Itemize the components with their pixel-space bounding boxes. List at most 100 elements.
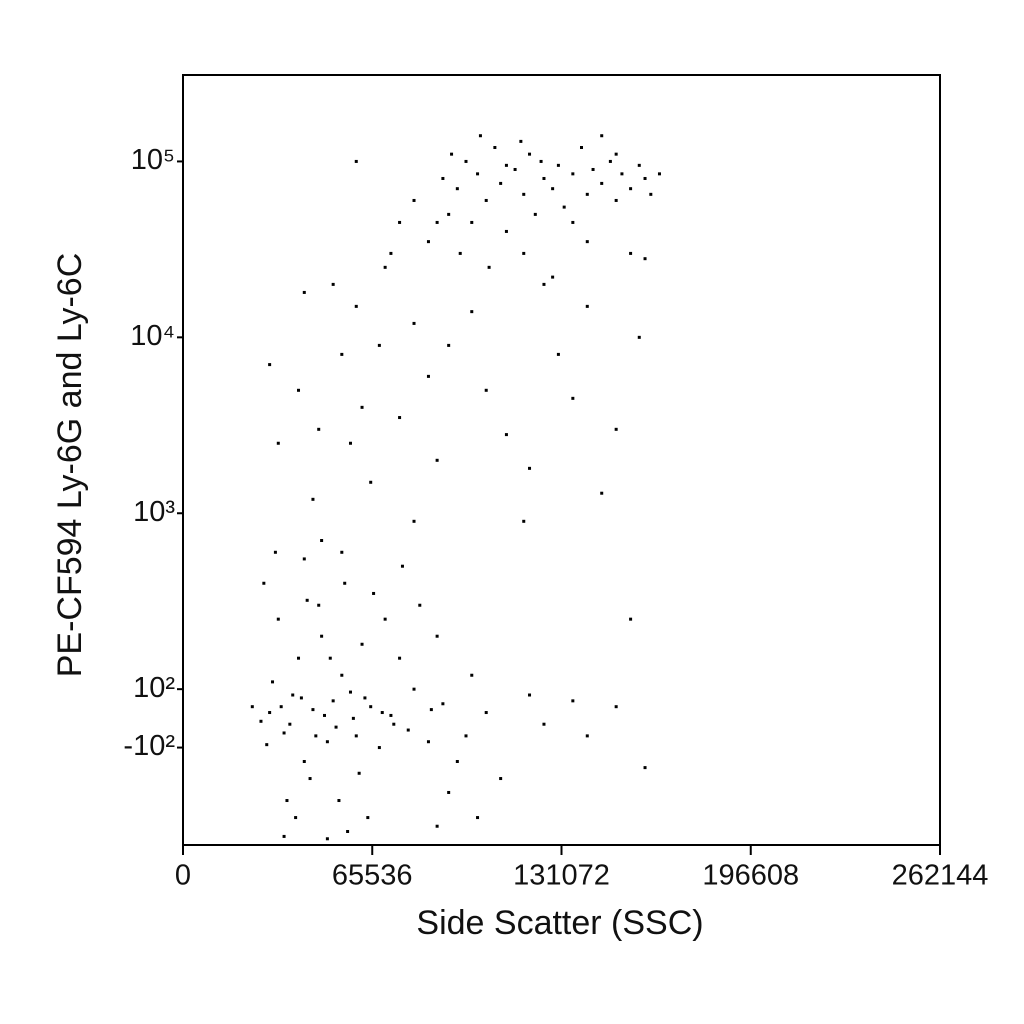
data-point xyxy=(585,240,589,244)
data-point xyxy=(643,766,647,770)
data-point xyxy=(522,519,526,523)
data-point xyxy=(426,374,430,378)
data-point xyxy=(528,693,532,697)
data-point xyxy=(354,159,358,163)
data-point xyxy=(322,713,326,717)
data-point xyxy=(328,656,332,660)
data-point xyxy=(360,642,364,646)
y-tick-label: 10⁴ xyxy=(130,320,175,352)
data-point xyxy=(282,834,286,838)
data-point xyxy=(265,743,269,747)
data-point xyxy=(268,711,272,715)
data-point xyxy=(484,198,488,202)
data-point xyxy=(487,265,491,269)
data-point xyxy=(629,617,633,621)
data-point xyxy=(363,696,367,700)
data-point xyxy=(476,816,480,820)
x-axis-title: Side Scatter (SSC) xyxy=(416,904,703,942)
data-point xyxy=(470,310,474,314)
data-point xyxy=(412,519,416,523)
data-point xyxy=(383,265,387,269)
data-point xyxy=(542,722,546,726)
data-point xyxy=(580,146,584,150)
data-point xyxy=(412,687,416,691)
data-point xyxy=(317,603,321,607)
data-point xyxy=(426,740,430,744)
data-point xyxy=(539,159,543,163)
data-point xyxy=(288,722,292,726)
y-tick-label: 10³ xyxy=(133,496,175,528)
x-tick-label: 0 xyxy=(175,860,191,892)
data-point xyxy=(308,777,312,781)
data-point xyxy=(600,491,604,495)
y-tick-label: 10² xyxy=(133,672,175,704)
data-point xyxy=(311,497,315,501)
data-point xyxy=(351,716,355,720)
data-point xyxy=(637,163,641,167)
data-point xyxy=(447,212,451,216)
data-point xyxy=(435,458,439,462)
data-point xyxy=(377,343,381,347)
x-tick-label: 196608 xyxy=(702,860,799,892)
x-tick-label: 131072 xyxy=(513,860,610,892)
data-point xyxy=(571,699,575,703)
data-point xyxy=(600,181,604,185)
data-point xyxy=(447,343,451,347)
data-point xyxy=(426,240,430,244)
data-point xyxy=(302,290,306,294)
data-point xyxy=(528,466,532,470)
data-point xyxy=(629,251,633,255)
data-point xyxy=(334,725,338,729)
data-point xyxy=(493,146,497,150)
data-point xyxy=(614,705,618,709)
data-point xyxy=(311,708,315,712)
data-point xyxy=(297,388,301,392)
y-tick-label: -10² xyxy=(123,730,175,762)
data-point xyxy=(398,656,402,660)
data-point xyxy=(346,829,350,833)
data-point xyxy=(643,257,647,261)
data-point xyxy=(585,734,589,738)
data-point xyxy=(282,731,286,735)
data-point xyxy=(383,617,387,621)
data-point xyxy=(571,396,575,400)
data-point xyxy=(542,176,546,180)
data-point xyxy=(629,187,633,191)
data-point xyxy=(504,163,508,167)
data-point xyxy=(591,167,595,171)
data-point xyxy=(343,581,347,585)
data-point xyxy=(398,220,402,224)
data-point xyxy=(340,673,344,677)
y-tick-label: 10⁵ xyxy=(131,144,175,176)
x-tick-label: 65536 xyxy=(332,860,413,892)
y-axis-title: PE-CF594 Ly-6G and Ly-6C xyxy=(51,253,89,678)
data-point xyxy=(331,699,335,703)
data-point xyxy=(302,557,306,561)
data-point xyxy=(614,198,618,202)
data-point xyxy=(354,734,358,738)
data-point xyxy=(499,777,503,781)
data-point xyxy=(357,771,361,775)
data-point xyxy=(276,617,280,621)
data-point xyxy=(585,192,589,196)
data-point xyxy=(389,713,393,717)
data-point xyxy=(478,134,482,138)
data-point xyxy=(418,603,422,607)
data-point xyxy=(614,427,618,431)
data-point xyxy=(354,304,358,308)
data-point xyxy=(562,205,566,209)
data-point xyxy=(585,304,589,308)
data-point xyxy=(542,282,546,286)
data-point xyxy=(528,152,532,156)
data-point xyxy=(504,433,508,437)
data-point xyxy=(325,740,329,744)
data-point xyxy=(614,152,618,156)
data-point xyxy=(499,181,503,185)
data-point xyxy=(377,746,381,750)
data-point xyxy=(369,480,373,484)
data-point xyxy=(450,152,454,156)
data-point xyxy=(637,335,641,339)
data-point xyxy=(441,702,445,706)
data-point xyxy=(470,673,474,677)
